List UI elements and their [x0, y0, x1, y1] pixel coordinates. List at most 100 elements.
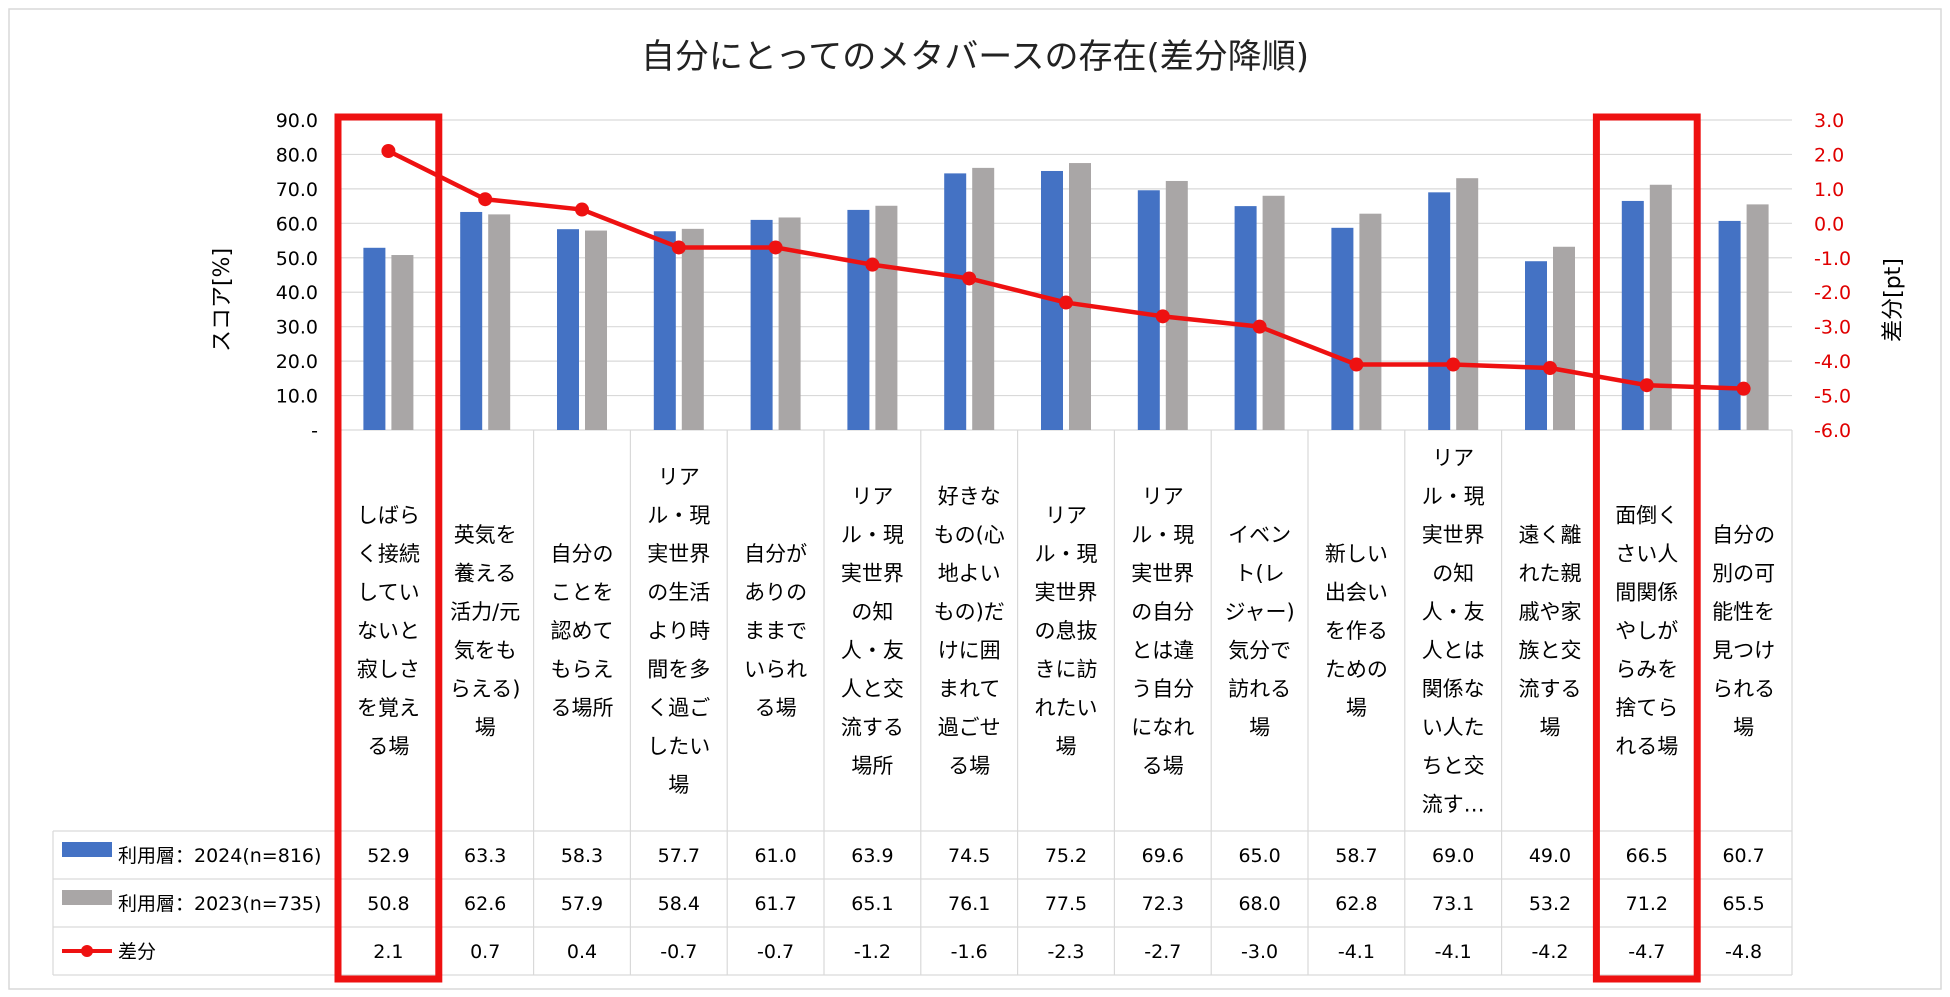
category-label: る場: [1142, 754, 1184, 778]
category-label: を覚え: [357, 696, 420, 720]
bar-2023: [1746, 204, 1769, 430]
bar-2023: [1262, 195, 1285, 430]
category-label: リア: [658, 465, 700, 489]
bar-2024: [653, 231, 676, 430]
y2-tick-label: -4.0: [1814, 351, 1851, 373]
category-label: ちと交: [1422, 754, 1485, 778]
bar-2023: [972, 167, 995, 430]
legend-swatch-2023: [62, 890, 112, 905]
diff-marker: [768, 240, 783, 255]
category-label: 流す…: [1422, 792, 1485, 816]
category-label: イベン: [1228, 523, 1291, 547]
category-label: 実世界: [647, 542, 710, 566]
data-table-cell: -4.2: [1531, 941, 1568, 963]
ticks-layer: - -6.0 10.0 -5.0 20.0 -4.0 30.0 -3.0 40.0 -2.0 50.…: [276, 110, 1851, 442]
category-label: ル・現: [647, 504, 710, 528]
category-label: 気をも: [454, 638, 517, 662]
category-label: 場: [1249, 715, 1270, 739]
y-tick-label: 60.0: [276, 213, 318, 235]
diff-marker: [671, 240, 686, 255]
category-label: 好きな: [938, 484, 1001, 508]
category-label: 面倒く: [1615, 504, 1678, 528]
y2-tick-label: -3.0: [1814, 317, 1851, 339]
chart-title: 自分にとってのメタバースの存在(差分降順): [641, 37, 1309, 77]
category-label: 出会い: [1325, 581, 1388, 605]
category-label: リア: [1432, 446, 1474, 470]
category-label: したい: [647, 735, 710, 759]
bar-2024: [1718, 220, 1741, 430]
category-label: 場: [1346, 696, 1367, 720]
data-table-cell: 52.9: [367, 845, 409, 867]
category-label: い人た: [1422, 715, 1485, 739]
category-label: らえる): [450, 677, 521, 701]
category-label: 気分で: [1228, 638, 1291, 662]
category-label: しばら: [357, 504, 420, 528]
data-table-cell: 58.7: [1335, 845, 1377, 867]
grid-layer: [340, 119, 1792, 431]
diff-marker: [1446, 357, 1461, 372]
category-label: の知: [851, 600, 893, 624]
category-label: もの)だ: [934, 600, 1005, 624]
data-table-cell: 66.5: [1626, 845, 1668, 867]
category-label: 場: [668, 773, 689, 797]
category-label: もらえ: [551, 658, 614, 682]
category-label: 地よい: [938, 561, 1001, 585]
data-table-cell: -4.1: [1435, 941, 1472, 963]
data-table-cell: -0.7: [660, 941, 697, 963]
bar-2023: [1553, 246, 1575, 430]
category-label: の知: [1432, 561, 1474, 585]
y2-tick-label: -1.0: [1814, 248, 1851, 270]
category-label: きに訪: [1035, 658, 1098, 682]
y2-tick-label: 3.0: [1814, 110, 1844, 132]
bar-2024: [363, 247, 386, 430]
category-label: る場: [755, 696, 797, 720]
bar-2023: [681, 228, 704, 430]
y2-axis-label: 差分[pt]: [1881, 258, 1906, 342]
category-label: れる場: [1615, 735, 1678, 759]
category-label: ル・現: [841, 523, 904, 547]
category-label: る場: [948, 754, 990, 778]
category-label: になれ: [1131, 715, 1194, 739]
data-table-cell: 69.6: [1142, 845, 1184, 867]
category-label: さい人: [1615, 542, 1678, 566]
bar-2023: [1359, 213, 1382, 430]
bar-2024: [1137, 190, 1160, 430]
category-label: 場: [1733, 715, 1754, 739]
data-table-cell: 65.5: [1722, 893, 1764, 915]
category-label: の自分: [1131, 600, 1194, 624]
bar-2023: [488, 214, 511, 430]
category-label: 戚や家: [1519, 600, 1582, 624]
category-label: ル・現: [1131, 523, 1194, 547]
data-table-cell: -4.8: [1725, 941, 1762, 963]
data-table-cell: 61.0: [754, 845, 796, 867]
data-table-cell: -3.0: [1241, 941, 1278, 963]
category-label: 場所: [851, 754, 893, 778]
y-axis-label: スコア[%]: [210, 248, 235, 352]
category-label: を作る: [1325, 619, 1388, 643]
category-label: 実世界: [841, 561, 904, 585]
bar-2024: [460, 211, 483, 430]
data-table-cell: -1.6: [951, 941, 988, 963]
data-table-cell: 75.2: [1045, 845, 1087, 867]
category-label: 関係な: [1422, 677, 1485, 701]
category-label: 実世界: [1131, 561, 1194, 585]
category-label: ことを: [551, 581, 614, 605]
data-table-cell: 62.6: [464, 893, 506, 915]
category-label: 英気を: [454, 523, 517, 547]
category-label: ないと: [357, 619, 420, 643]
category-label: の生活: [647, 581, 710, 605]
bar-2023: [1069, 163, 1091, 431]
bar-2023: [875, 205, 898, 430]
y-tick-label: 50.0: [276, 248, 318, 270]
data-table-cell: 2.1: [373, 941, 403, 963]
highlight-box: [1592, 113, 1701, 983]
category-label: 能性を: [1712, 600, 1775, 624]
category-label: 捨てら: [1615, 696, 1678, 720]
category-label: 訪れる: [1228, 677, 1291, 701]
highlight-layer: [334, 113, 1701, 983]
category-label: る場: [367, 735, 409, 759]
y-tick-label: 70.0: [276, 179, 318, 201]
diff-marker: [1155, 309, 1170, 324]
bar-2023: [778, 217, 801, 430]
legend-marker-diff: [81, 945, 93, 957]
